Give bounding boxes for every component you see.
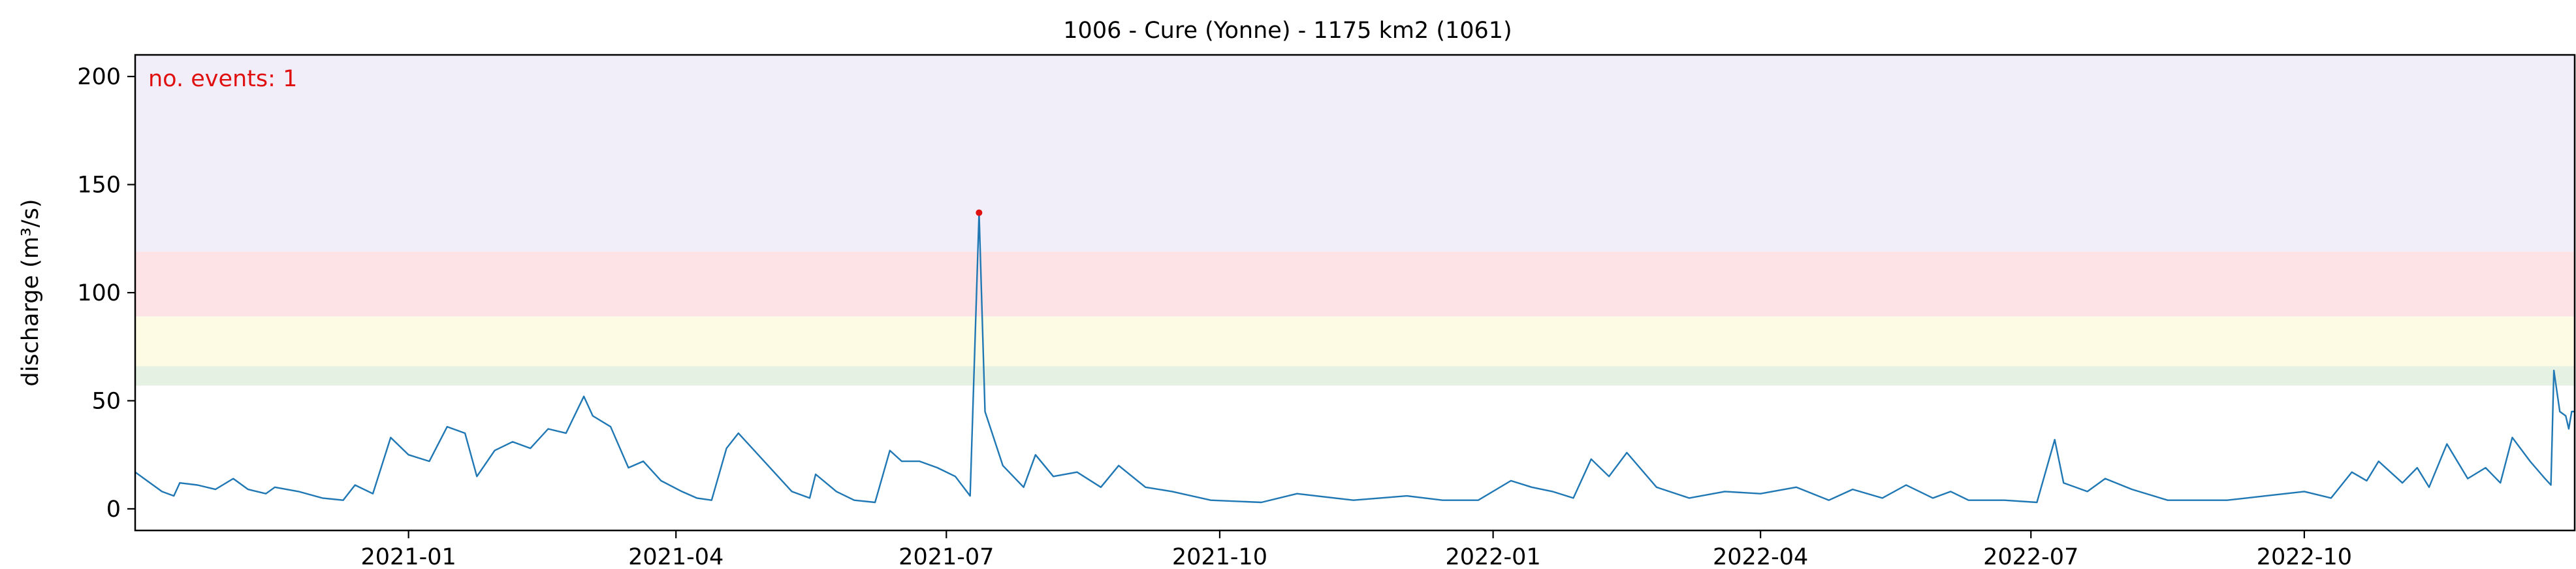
threshold-band-4	[135, 55, 2575, 252]
y-tick-labels: 0 50 100 150 200	[77, 64, 121, 523]
x-tick-labels: 2021-01 2021-04 2021-07 2021-10 2022-01 2022-…	[361, 544, 2352, 569]
x-tick-label: 2022-07	[1983, 544, 2078, 569]
series-layer	[135, 212, 2575, 504]
x-tick-label: 2021-04	[628, 544, 724, 569]
x-tick-label: 2021-01	[361, 544, 456, 569]
threshold-band-1	[135, 366, 2575, 386]
y-tick-label: 150	[77, 172, 121, 199]
x-tick-label: 2021-07	[898, 544, 994, 569]
threshold-bands	[135, 55, 2575, 386]
y-axis-label: discharge (m³/s)	[18, 199, 44, 386]
tick-marks	[127, 75, 2306, 538]
threshold-band-2	[135, 316, 2575, 366]
plot-frame	[134, 54, 2576, 532]
y-tick-label: 100	[77, 280, 121, 306]
discharge-series-line	[135, 212, 2575, 504]
threshold-band-3	[135, 252, 2575, 317]
x-tick-label: 2022-01	[1445, 544, 1540, 569]
event-count-annotation: no. events: 1	[148, 66, 297, 92]
event-marker	[976, 209, 983, 216]
chart-title: 1006 - Cure (Yonne) - 1175 km2 (1061)	[1063, 18, 1512, 44]
y-tick-label: 0	[106, 496, 121, 523]
x-tick-label: 2022-10	[2257, 544, 2352, 569]
y-tick-label: 50	[91, 388, 121, 414]
x-tick-label: 2022-04	[1713, 544, 1808, 569]
y-tick-label: 200	[77, 64, 121, 90]
x-tick-label: 2021-10	[1172, 544, 1267, 569]
event-markers	[976, 209, 983, 216]
